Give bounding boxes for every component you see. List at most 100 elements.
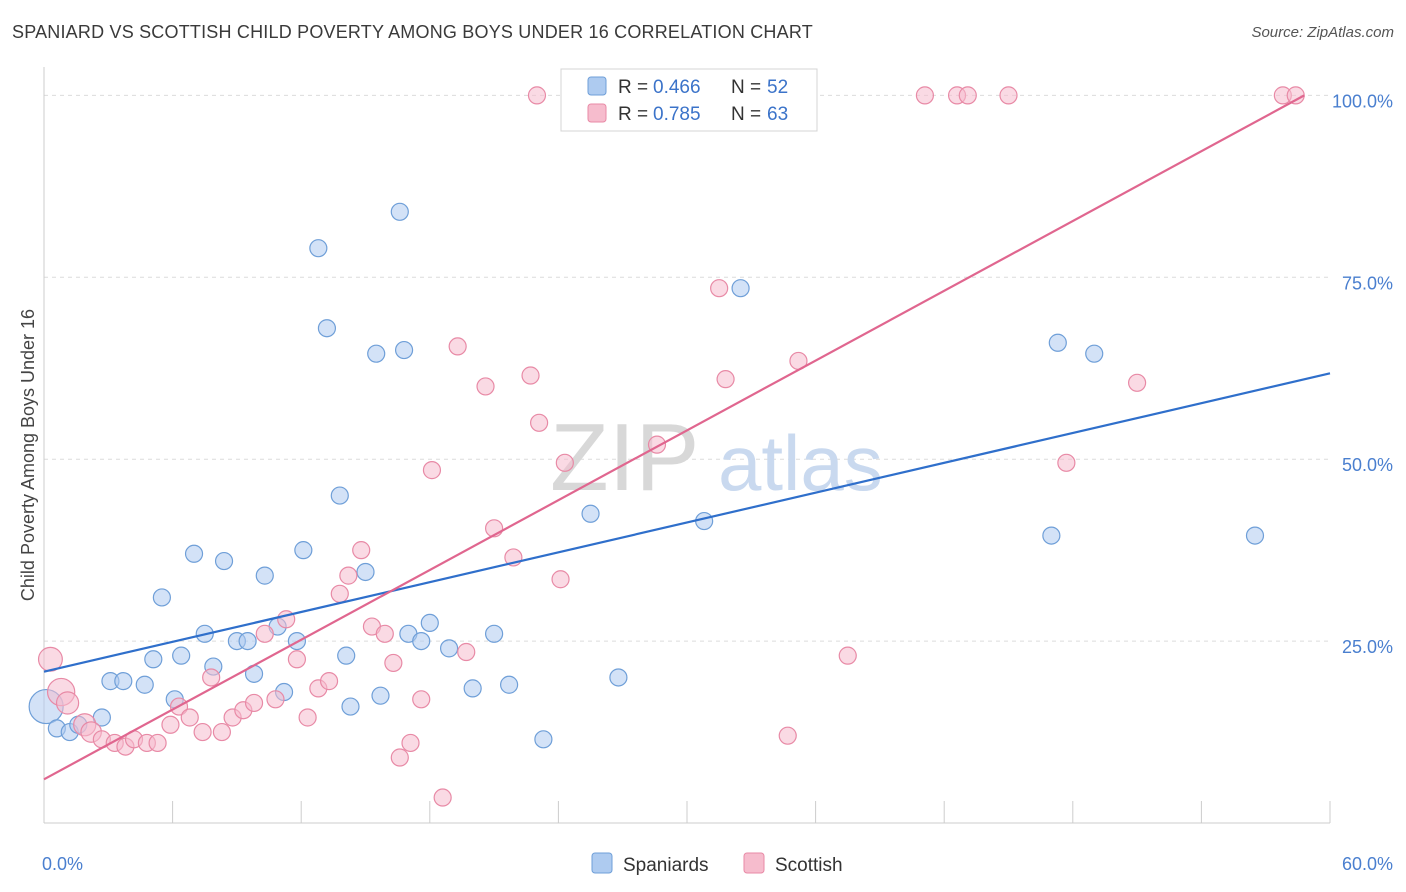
source-credit: Source: ZipAtlas.com — [1251, 24, 1394, 41]
scottish-point — [244, 693, 264, 713]
scottish-trend-line — [43, 94, 1305, 781]
spaniards-point — [172, 646, 191, 665]
spaniards-point — [317, 319, 337, 338]
scottish-point — [527, 86, 547, 105]
y-axis-label: Child Poverty Among Boys Under 16 — [18, 309, 38, 601]
legend-swatch-scottish — [587, 103, 607, 123]
spaniards-point — [1085, 344, 1104, 363]
watermark-zip: ZIP — [550, 404, 699, 511]
chart-title: SPANIARD VS SCOTTISH CHILD POVERTY AMONG… — [12, 22, 813, 42]
spaniards-point — [731, 279, 750, 298]
spaniards-point — [152, 588, 171, 607]
spaniards-point — [439, 639, 459, 658]
legend-n-value: 63 — [767, 104, 788, 125]
scottish-point — [412, 690, 431, 709]
spaniards-point — [394, 340, 414, 360]
scottish-point — [55, 691, 80, 715]
bottom-legend-swatch-scottish — [743, 852, 765, 874]
spaniards-point — [500, 675, 519, 694]
scottish-point — [298, 708, 317, 727]
scottish-point — [476, 377, 495, 396]
spaniards-point — [356, 562, 375, 582]
x-tick-labels: 0.0% 60.0% — [42, 854, 1393, 874]
scottish-point — [202, 668, 221, 687]
scottish-point — [422, 461, 442, 480]
spaniards-point — [390, 202, 409, 221]
scottish-point — [710, 279, 729, 298]
watermark-atlas: atlas — [718, 419, 883, 507]
spaniards-point — [1245, 526, 1265, 545]
scottish-point — [915, 86, 935, 105]
spaniards-point — [367, 344, 386, 363]
spaniards-point — [1048, 333, 1067, 352]
scottish-point — [255, 624, 274, 643]
bottom-legend-label-spaniards: Spaniards — [623, 855, 709, 876]
scottish-point — [375, 624, 394, 643]
scottish-point — [958, 86, 977, 105]
scottish-point — [401, 733, 420, 753]
spaniards-point — [114, 672, 133, 691]
spaniards-point — [695, 511, 714, 531]
bottom-legend-swatch-spaniards — [591, 852, 613, 874]
scottish-point — [555, 453, 574, 472]
legend-n-value: 52 — [767, 77, 788, 98]
spaniards-point — [309, 239, 328, 258]
spaniards-trend-line — [43, 372, 1331, 673]
scottish-point — [390, 748, 409, 767]
y-tick-label: 75.0% — [1342, 273, 1393, 293]
spaniards-point — [144, 650, 163, 669]
spaniards-point — [609, 668, 628, 687]
spaniards-point — [412, 631, 431, 651]
y-tick-label: 25.0% — [1342, 637, 1393, 657]
scottish-point — [352, 541, 371, 560]
bottom-legend: Spaniards Scottish — [591, 852, 843, 876]
scottish-point — [339, 566, 358, 585]
legend-r-value: 0.466 — [653, 77, 701, 98]
spaniards-point — [1042, 526, 1061, 545]
y-tick-labels: 25.0% 50.0% 75.0% 100.0% — [1332, 91, 1393, 657]
series-spaniards — [28, 202, 1265, 749]
scottish-point — [530, 413, 549, 432]
legend-r-value: 0.785 — [653, 104, 701, 125]
scottish-point — [448, 337, 467, 356]
legend-swatch-spaniards — [587, 76, 607, 96]
scottish-point — [1127, 373, 1147, 392]
scottish-point — [521, 366, 540, 385]
spaniards-point — [184, 544, 204, 563]
spaniards-point — [581, 504, 600, 523]
scottish-point — [180, 708, 199, 727]
scottish-point — [551, 570, 570, 589]
scottish-point — [148, 733, 167, 753]
scottish-point — [330, 584, 349, 603]
scottish-point — [161, 715, 180, 734]
scottish-point — [266, 690, 285, 709]
scottish-point — [193, 722, 212, 742]
scottish-point — [457, 642, 476, 662]
spaniards-point — [255, 566, 274, 585]
series-scottish — [37, 86, 1305, 807]
scottish-point — [1057, 453, 1076, 472]
legend-r-label: R = — [618, 77, 648, 98]
legend-n-label: N = — [731, 104, 761, 125]
spaniards-point — [371, 686, 390, 705]
legend-n-label: N = — [731, 77, 761, 98]
scottish-point — [319, 672, 339, 691]
scottish-point — [1286, 86, 1305, 105]
scottish-point — [716, 370, 735, 389]
scottish-point — [287, 650, 307, 669]
spaniards-point — [485, 624, 504, 643]
x-tick-label: 60.0% — [1342, 854, 1393, 874]
legend-box: R = 0.466 N = 52 R = 0.785 N = 63 — [560, 68, 818, 132]
gridlines — [44, 94, 1330, 642]
scottish-point — [433, 788, 452, 807]
scottish-point — [212, 722, 231, 742]
spaniards-point — [420, 613, 439, 633]
scottish-point — [778, 726, 797, 745]
scottish-point — [838, 646, 857, 665]
y-tick-label: 50.0% — [1342, 455, 1393, 475]
legend-r-label: R = — [618, 104, 648, 125]
spaniards-point — [135, 675, 154, 694]
scottish-point — [384, 653, 403, 673]
trend-lines — [43, 94, 1331, 781]
